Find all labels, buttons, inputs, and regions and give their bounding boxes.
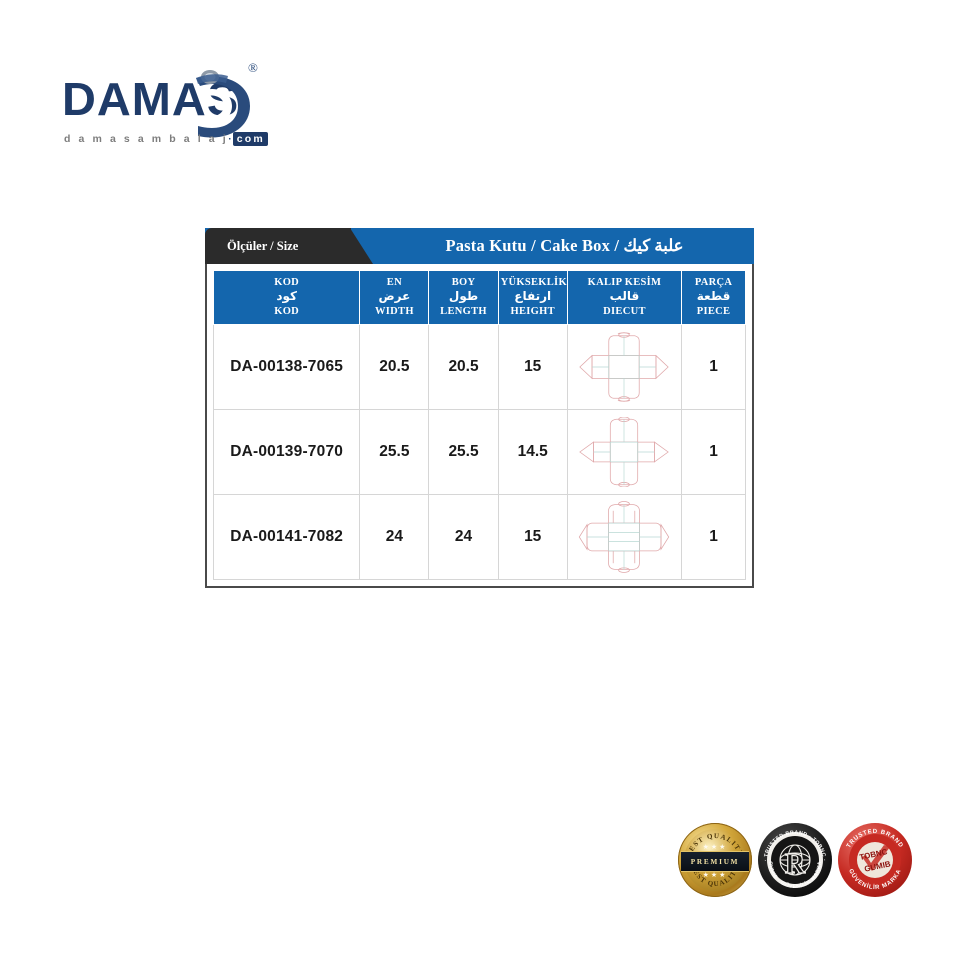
column-header-diecut-ar: قالب xyxy=(609,289,640,304)
logo-domain: d a m a s a m b a l a j· com xyxy=(64,132,268,146)
badge-center-letter: R xyxy=(785,849,806,880)
cell-width: 20.5 xyxy=(359,324,430,411)
badge-arc-text: R · TRUSTED BRAND · TOBNC · · GUMIB · GÜ… xyxy=(758,823,827,890)
company-logo: DAMAS ® d a m a s a m b a l a j· com xyxy=(62,58,272,158)
panel-tab-olculer-size[interactable]: Ölçüler / Size xyxy=(205,228,373,264)
cell-piece: 1 xyxy=(681,324,746,411)
column-header-width: EN عرض WIDTH xyxy=(359,269,430,326)
tobnc-gumib-guvenilir-marka-badge: TRUSTED BRAND GÜVENİLİR MARKA TOBNC GUMI… xyxy=(838,823,912,897)
cell-height: 15 xyxy=(497,494,568,581)
column-header-height-ar: ارتفاع xyxy=(514,289,552,304)
column-header-kod-en: KOD xyxy=(274,305,300,317)
badge-center-text: PREMIUM xyxy=(690,857,740,866)
cake-box-diecut-net-icon xyxy=(579,417,670,488)
logo-domain-dot: · xyxy=(228,133,232,145)
column-header-height: YÜKSEKLİK ارتفاع HEIGHT xyxy=(497,269,568,326)
cell-length: 24 xyxy=(428,494,499,581)
column-header-piece-tr: PARÇA xyxy=(694,277,733,288)
product-size-table: KOD كود KOD EN عرض WIDTH BOY طول LENGTH xyxy=(212,269,746,581)
column-header-height-tr: YÜKSEKLİK xyxy=(500,277,567,288)
cell-length: 25.5 xyxy=(428,409,499,496)
cell-diecut xyxy=(566,409,683,496)
panel-header-bar: Ölçüler / Size Pasta Kutu / Cake Box / ع… xyxy=(205,228,754,264)
size-table-panel: Ölçüler / Size Pasta Kutu / Cake Box / ع… xyxy=(205,228,754,589)
cell-width: 24 xyxy=(359,494,430,581)
column-header-diecut-tr: KALIP KESİM xyxy=(587,277,662,288)
column-header-diecut-en: DIECUT xyxy=(603,305,646,317)
cell-code: DA-00141-7082 xyxy=(212,494,361,581)
column-header-piece: PARÇA قطعة PIECE xyxy=(681,269,746,326)
cell-piece: 1 xyxy=(681,409,746,496)
cell-code: DA-00138-7065 xyxy=(212,324,361,411)
column-header-kod-ar: كود xyxy=(276,289,297,304)
column-header-length-ar: طول xyxy=(448,289,479,304)
badge-center-band: PREMIUM xyxy=(681,851,749,872)
cell-height: 14.5 xyxy=(497,409,568,496)
tobnc-trusted-brand-badge: R · TRUSTED BRAND · TOBNC · · GUMIB · GÜ… xyxy=(758,823,832,897)
column-header-kod-tr: KOD xyxy=(274,277,300,288)
certification-badges: BEST QUALITY BEST QUALITY ★★★ PREMIUM ★★… xyxy=(678,823,912,897)
column-header-length-tr: BOY xyxy=(451,277,476,288)
logo-d-monogram-icon xyxy=(196,70,250,138)
column-header-kod: KOD كود KOD xyxy=(212,269,361,326)
cell-width: 25.5 xyxy=(359,409,430,496)
column-header-piece-en: PIECE xyxy=(696,305,731,317)
registered-trademark-icon: ® xyxy=(248,60,258,75)
cake-box-diecut-net-icon xyxy=(579,332,670,402)
column-header-height-en: HEIGHT xyxy=(510,305,555,317)
table-row: DA-00141-7082 24 24 15 xyxy=(212,494,746,581)
column-header-width-ar: عرض xyxy=(378,289,411,304)
table-row: DA-00138-7065 20.5 20.5 15 xyxy=(212,324,746,411)
column-header-piece-ar: قطعة xyxy=(696,289,731,304)
column-header-length-en: LENGTH xyxy=(440,305,487,317)
panel-title: Pasta Kutu / Cake Box / علبة كيك xyxy=(445,236,684,255)
column-header-width-tr: EN xyxy=(386,277,402,288)
panel-tab-label: Ölçüler / Size xyxy=(227,238,299,253)
column-header-width-en: WIDTH xyxy=(374,305,414,317)
cell-diecut xyxy=(566,494,683,581)
cell-diecut xyxy=(566,324,683,411)
badge-stars-top: ★★★ xyxy=(702,844,728,851)
badge-stars-bottom: ★★★ xyxy=(702,872,728,879)
logo-domain-name: d a m a s a m b a l a j xyxy=(64,133,229,145)
column-header-diecut: KALIP KESİM قالب DIECUT xyxy=(566,269,683,326)
table-header-row: KOD كود KOD EN عرض WIDTH BOY طول LENGTH xyxy=(212,269,746,326)
premium-best-quality-badge: BEST QUALITY BEST QUALITY ★★★ PREMIUM ★★… xyxy=(678,823,752,897)
logo-domain-tld: com xyxy=(232,132,268,146)
cell-length: 20.5 xyxy=(428,324,499,411)
cell-code: DA-00139-7070 xyxy=(212,409,361,496)
panel-body: KOD كود KOD EN عرض WIDTH BOY طول LENGTH xyxy=(205,264,754,589)
cake-box-diecut-net-rounded-icon xyxy=(579,501,670,574)
badge-arc-text: TRUSTED BRAND GÜVENİLİR MARKA TOBNC GUMI… xyxy=(846,829,903,891)
cell-height: 15 xyxy=(497,324,568,411)
column-header-length: BOY طول LENGTH xyxy=(428,269,499,326)
table-row: DA-00139-7070 25.5 25.5 14.5 xyxy=(212,409,746,496)
cell-piece: 1 xyxy=(681,494,746,581)
